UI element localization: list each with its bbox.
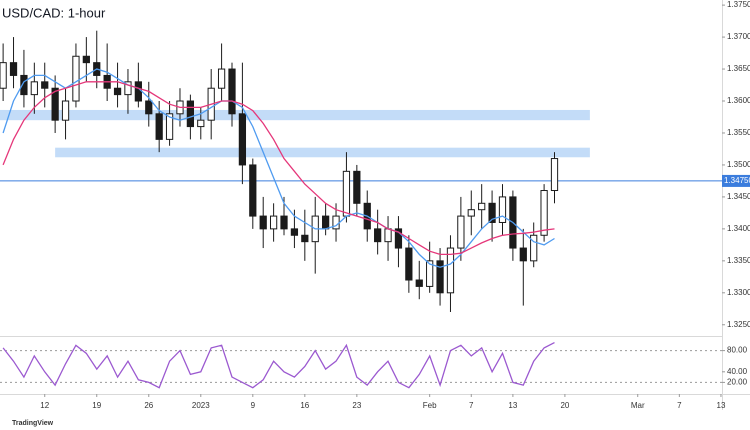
candle-body [217, 68, 226, 89]
y-tick-label: 1.36000 [727, 96, 750, 105]
x-tick-label: 26 [144, 401, 153, 410]
y-tick-label: 1.33000 [727, 288, 750, 297]
candle-body [124, 81, 132, 96]
candle-body [540, 190, 548, 236]
candle-body [9, 62, 18, 76]
price-label-box [722, 174, 750, 187]
y-tick-label: 1.37500 [727, 0, 750, 9]
candle-body [155, 113, 163, 140]
y2-tick-label: 20.00 [727, 378, 748, 387]
candle-body [550, 158, 559, 192]
y2-tick-label: 40.00 [727, 367, 748, 376]
candle-body [134, 81, 142, 102]
y-tick-label: 1.33500 [727, 256, 750, 265]
chart-title: USD/CAD: 1-hour [2, 5, 106, 20]
candle-body [426, 260, 434, 287]
brand: TradingView [12, 420, 54, 427]
candle-body [30, 81, 38, 96]
x-tick-label: 12 [40, 401, 49, 410]
candle-body [457, 215, 465, 249]
x-tick-label: Feb [423, 401, 437, 410]
y-tick-label: 1.32500 [727, 320, 750, 329]
candle-body [259, 215, 267, 230]
y-tick-label: 1.37000 [727, 32, 750, 41]
candle-body [113, 87, 122, 96]
candle-body [415, 279, 423, 287]
candle-body [394, 228, 403, 249]
candle-body [467, 209, 475, 217]
x-tick-label: 9 [251, 401, 256, 410]
candle-body [197, 119, 205, 128]
candle-body [374, 228, 382, 243]
x-tick-label: 7 [677, 401, 682, 410]
candle-body [186, 100, 195, 128]
x-tick-label: 13 [717, 401, 726, 410]
candle-body [290, 228, 299, 236]
candle-body [82, 55, 90, 64]
candle-body [145, 100, 153, 115]
y-tick-label: 1.34000 [727, 224, 750, 233]
candle-body [384, 228, 392, 243]
candle-body [488, 202, 496, 223]
y-tick-label: 1.35000 [727, 160, 750, 169]
candle-body [498, 196, 507, 223]
candle-body [405, 247, 413, 281]
candle-body [478, 202, 486, 211]
x-tick-label: 23 [352, 401, 361, 410]
candle-body [238, 113, 247, 166]
candle-body [436, 260, 444, 294]
stochastic-line [2, 342, 555, 389]
candle-body [446, 247, 455, 294]
x-tick-label: 20 [560, 401, 569, 410]
candle-body [530, 234, 538, 262]
x-tick-label: 19 [92, 401, 101, 410]
y-tick-label: 1.34500 [727, 192, 750, 201]
candle-body [519, 247, 527, 262]
candle-body [61, 100, 70, 121]
candle-body [353, 170, 361, 204]
candle-body [301, 234, 309, 243]
candle-body [72, 55, 80, 102]
candle-body [322, 215, 330, 230]
x-tick-label: 16 [300, 401, 309, 410]
candle-body [0, 62, 7, 89]
candle-body [342, 170, 351, 217]
y-tick-label: 1.36500 [727, 64, 750, 73]
candle-body [51, 87, 59, 121]
price-label: 1.34750 [724, 176, 750, 185]
candle-body [269, 215, 278, 230]
moving-average [2, 81, 555, 256]
x-tick-label: 13 [508, 401, 517, 410]
candle-body [280, 215, 288, 230]
y-tick-label: 1.35500 [727, 128, 750, 137]
x-tick-label: 2023 [192, 401, 210, 410]
candle-body [228, 68, 236, 115]
candle-body [165, 113, 174, 140]
candle-body [41, 81, 49, 89]
zone [0, 109, 590, 121]
candle-body [249, 164, 257, 217]
x-tick-label: 7 [469, 401, 474, 410]
y2-tick-label: 80.00 [727, 346, 748, 355]
zone [55, 147, 590, 158]
candle-body [20, 74, 28, 96]
x-tick-label: Mar [631, 401, 645, 410]
